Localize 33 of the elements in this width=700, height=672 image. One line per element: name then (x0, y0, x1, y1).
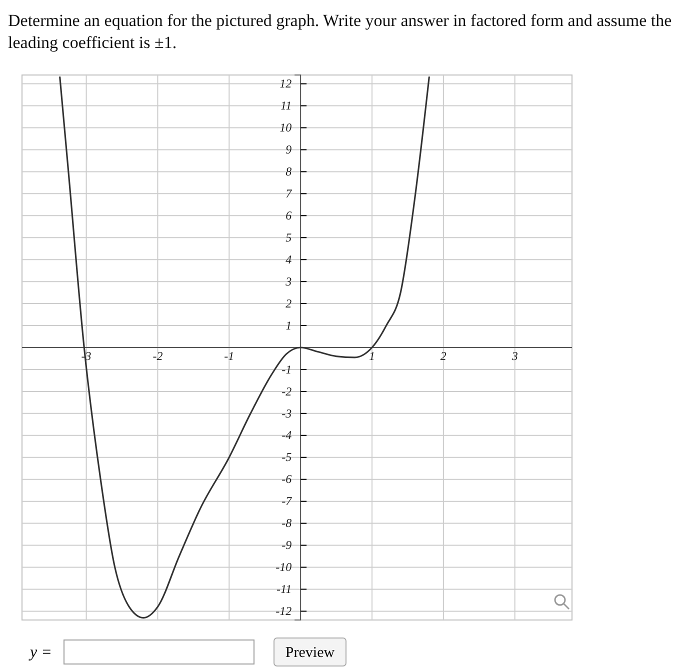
y-tick-label: 7 (286, 186, 293, 201)
line-series (59, 76, 430, 619)
y-tick-label: -7 (282, 494, 293, 508)
y-tick-label: 2 (286, 296, 292, 310)
y-tick-label: 6 (286, 208, 292, 222)
text: y = (28, 644, 52, 661)
y-tick-label: -6 (282, 472, 292, 486)
y-tick-label: 9 (286, 142, 292, 157)
y-tick-label: -2 (282, 384, 292, 398)
text: Preview (285, 645, 335, 661)
x-tick-label: 1 (369, 349, 375, 364)
y-tick-label: 4 (286, 252, 292, 266)
y-tick-label: 1 (286, 318, 292, 332)
y-tick-label: 10 (280, 120, 292, 135)
y-tick-label: -8 (282, 516, 292, 530)
y-tick-label: -1 (282, 362, 292, 376)
y-tick-label: 8 (286, 164, 292, 179)
x-tick-label: 3 (510, 349, 518, 364)
y-tick-label: -11 (276, 582, 292, 596)
y-tick-label: -3 (282, 406, 292, 420)
y-tick-label: 12 (280, 76, 292, 91)
y-tick-label: -10 (276, 560, 292, 574)
y-tick-label: -5 (282, 450, 292, 464)
y-tick-label: 11 (280, 98, 292, 113)
x-tick-label: -2 (152, 349, 163, 364)
y-tick-label: -4 (282, 428, 292, 442)
chart-title: Determine an equation for the pictured graph. Write your answer in factored form and assume the leading coefficient is ±1. (8, 10, 673, 54)
y-tick-label: 5 (286, 230, 292, 244)
x-tick-label: -1 (224, 349, 234, 364)
y-tick-label: 3 (284, 274, 292, 288)
y-tick-label: -9 (282, 538, 292, 552)
x-tick-label: 2 (440, 349, 446, 364)
y-tick-label: -12 (276, 604, 292, 618)
